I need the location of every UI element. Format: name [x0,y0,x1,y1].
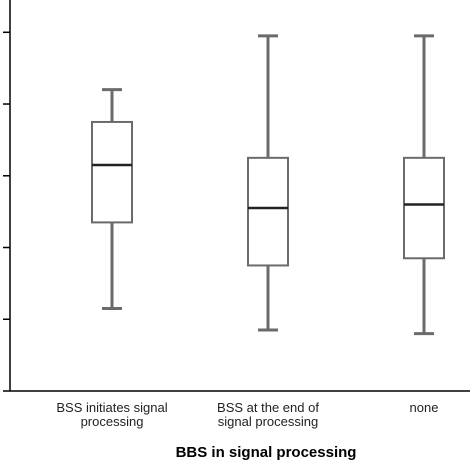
category-label-line: BSS at the end of [217,400,319,415]
axes [3,0,470,392]
iqr-box [403,156,445,260]
iqr-box [247,156,289,267]
category-label-3: none [410,400,439,415]
box-1 [91,88,133,310]
category-label-1: BSS initiates signal processing [56,400,167,429]
category-label-2: BSS at the end of signal processing [217,400,319,429]
category-label-line: BSS initiates signal [56,400,167,415]
box-2 [247,34,289,332]
category-label-line: signal processing [218,414,318,429]
boxes [91,34,445,336]
category-label-line: processing [81,414,144,429]
category-label-line: none [410,400,439,415]
x-axis-title: BBS in signal processing [176,444,357,461]
category-labels: BSS initiates signal processing BSS at the… [56,400,438,429]
box-3 [403,34,445,336]
iqr-box [91,120,133,224]
